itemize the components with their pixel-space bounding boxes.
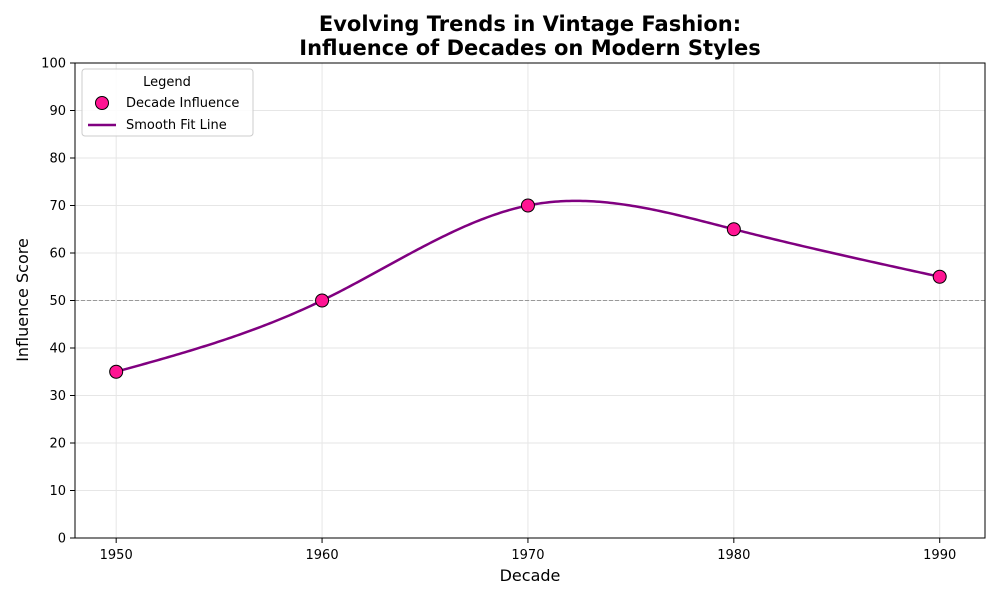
y-tick-label-0: 0 — [58, 532, 66, 547]
x-tick-label-1970: 1970 — [511, 548, 544, 563]
x-axis-ticks: 1950 1960 1970 1980 1990 — [100, 538, 956, 563]
y-tick-label-80: 80 — [49, 152, 66, 167]
legend-label-smooth-fit-line: Smooth Fit Line — [126, 118, 227, 133]
data-points — [109, 198, 947, 379]
x-tick-label-1960: 1960 — [306, 548, 339, 563]
data-point-1960 — [315, 293, 330, 308]
y-axis-ticks: 0 10 20 30 40 50 60 70 80 90 100 — [41, 57, 75, 547]
y-tick-label-10: 10 — [49, 484, 66, 499]
x-tick-label-1980: 1980 — [717, 548, 750, 563]
legend: Legend Decade Influence Smooth Fit Line — [81, 68, 254, 137]
legend-box — [81, 68, 254, 137]
data-point-1950 — [109, 364, 124, 379]
data-point-1980 — [726, 222, 741, 237]
data-point-1970 — [520, 198, 535, 213]
legend-marker-decade-influence — [95, 96, 109, 110]
legend-title: Legend — [143, 75, 191, 90]
y-tick-label-100: 100 — [41, 57, 66, 72]
chart-title-line-1: Evolving Trends in Vintage Fashion: — [319, 12, 741, 36]
legend-label-decade-influence: Decade Influence — [126, 96, 239, 111]
x-tick-label-1950: 1950 — [100, 548, 133, 563]
x-tick-label-1990: 1990 — [923, 548, 956, 563]
chart-title-line-2: Influence of Decades on Modern Styles — [299, 36, 760, 60]
y-axis-label: Influence Score — [13, 238, 32, 362]
y-tick-label-50: 50 — [49, 294, 66, 309]
x-axis-label: Decade — [500, 566, 561, 585]
y-tick-label-70: 70 — [49, 199, 66, 214]
y-tick-label-90: 90 — [49, 104, 66, 119]
data-point-1990 — [932, 269, 947, 284]
y-tick-label-60: 60 — [49, 247, 66, 262]
y-tick-label-40: 40 — [49, 342, 66, 357]
y-tick-label-30: 30 — [49, 389, 66, 404]
y-tick-label-20: 20 — [49, 437, 66, 452]
